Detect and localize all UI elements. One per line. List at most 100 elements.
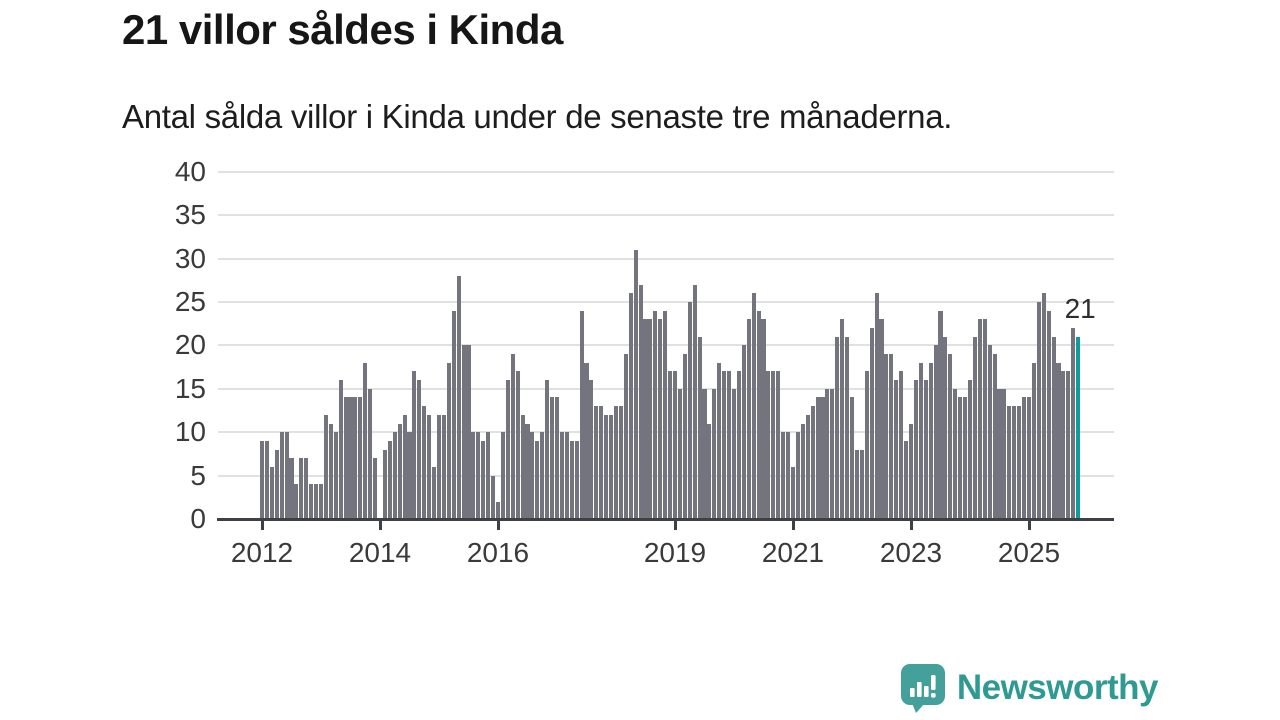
bar <box>928 363 933 519</box>
bar <box>545 380 550 519</box>
bar <box>845 337 850 519</box>
bar <box>358 397 363 519</box>
bar <box>840 319 845 519</box>
bar <box>451 311 456 519</box>
bar <box>269 467 274 519</box>
bar <box>559 432 564 519</box>
bar <box>520 415 525 519</box>
bar <box>982 319 987 519</box>
bar <box>923 380 928 519</box>
bar <box>904 441 909 519</box>
newsworthy-logo-icon <box>900 664 945 713</box>
bar <box>795 432 800 519</box>
y-axis-label: 20 <box>174 329 206 361</box>
bar <box>525 424 530 519</box>
bar <box>987 345 992 519</box>
bar <box>948 354 953 519</box>
bar <box>515 371 520 519</box>
bar <box>894 380 899 519</box>
highlight-bar <box>1076 337 1081 519</box>
page-title: 21 villor såldes i Kinda <box>122 6 563 53</box>
bar <box>569 441 574 519</box>
bar <box>1036 302 1041 519</box>
y-axis-label: 10 <box>174 416 206 448</box>
x-axis-tick <box>378 521 382 530</box>
bar <box>486 432 491 519</box>
bar <box>736 371 741 519</box>
bar <box>604 415 609 519</box>
bar <box>884 354 889 519</box>
bar <box>554 397 560 519</box>
bar <box>766 371 771 519</box>
bar <box>318 484 324 519</box>
bar <box>786 432 791 519</box>
bar <box>943 337 948 519</box>
bar <box>584 363 589 519</box>
bar <box>446 363 451 519</box>
bar <box>471 432 476 519</box>
bar <box>397 424 402 519</box>
bar <box>677 389 682 519</box>
bar <box>481 441 486 519</box>
bar <box>854 450 859 519</box>
bar <box>672 371 678 519</box>
highlight-value-label: 21 <box>1064 293 1096 324</box>
x-axis-label: 2014 <box>348 537 412 568</box>
bar <box>746 319 751 519</box>
bar <box>859 450 864 519</box>
bar <box>663 311 668 519</box>
bar <box>835 337 840 519</box>
chart-subtitle: Antal sålda villor i Kinda under de sena… <box>122 98 953 135</box>
bar <box>741 345 746 519</box>
bar <box>1017 406 1022 519</box>
x-axis-tick <box>496 521 500 530</box>
bar <box>314 484 319 519</box>
bar <box>731 389 737 519</box>
bar <box>368 389 373 519</box>
bar <box>289 458 294 519</box>
bar <box>1041 293 1046 519</box>
gridline <box>218 170 1114 173</box>
x-axis-tick <box>791 521 795 530</box>
bar <box>333 432 338 519</box>
bar <box>618 406 623 519</box>
newsworthy-logo: Newsworthy <box>899 663 1159 713</box>
bar <box>687 302 692 519</box>
bar <box>495 502 501 519</box>
bar <box>299 458 304 519</box>
x-axis-tick <box>673 521 677 530</box>
bar <box>628 293 633 519</box>
bar <box>402 415 407 519</box>
bar <box>550 397 555 519</box>
bar <box>727 371 732 519</box>
y-axis-label: 40 <box>174 155 206 187</box>
bar <box>623 354 628 519</box>
x-axis-line <box>217 518 1114 521</box>
bar <box>1002 389 1007 519</box>
bar <box>579 311 584 519</box>
y-axis-label: 35 <box>174 199 206 231</box>
bar <box>574 441 579 519</box>
y-axis-label: 30 <box>174 242 206 274</box>
gridline <box>218 214 1114 217</box>
bar <box>692 285 697 519</box>
bar <box>908 424 914 519</box>
bar <box>815 397 820 519</box>
bar <box>992 354 997 519</box>
bar <box>343 397 348 519</box>
bar <box>441 415 446 519</box>
newsworthy-logo-text: Newsworthy <box>956 668 1159 707</box>
bar <box>348 397 353 519</box>
bar <box>1066 371 1071 519</box>
bar <box>1051 337 1056 519</box>
bar <box>864 371 869 519</box>
y-axis-label: 25 <box>174 286 206 317</box>
bar <box>967 380 973 519</box>
bar <box>702 389 707 519</box>
bar <box>776 371 781 519</box>
bar <box>643 319 648 519</box>
bar <box>422 406 427 519</box>
x-axis-label: 2023 <box>879 537 943 568</box>
bar <box>830 389 835 519</box>
bar <box>790 467 796 519</box>
